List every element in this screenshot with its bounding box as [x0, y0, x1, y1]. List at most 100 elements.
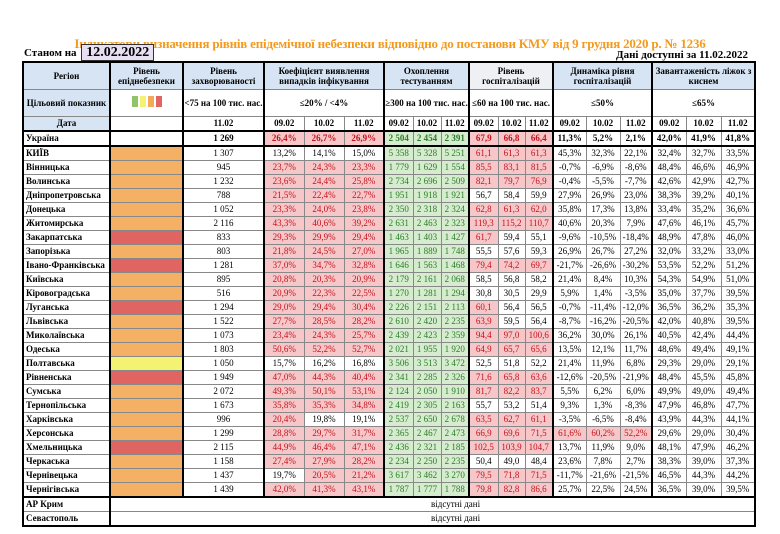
- hospitalization-value: 100,6: [524, 327, 554, 343]
- incidence-value: 1 803: [182, 341, 265, 357]
- detection-value: 28,8%: [263, 425, 305, 441]
- epi-level-indicator: [109, 453, 184, 469]
- hospitalization-value: 52,5: [468, 355, 499, 371]
- oxygen-beds-value: 40,5%: [651, 327, 687, 343]
- testing-value: 1 788: [440, 481, 470, 497]
- incidence-value: 1 949: [182, 369, 265, 385]
- hospitalization-value: 71,5: [524, 425, 554, 441]
- oxygen-beds-value: 47,9%: [685, 439, 722, 455]
- testing-value: 2 285: [412, 369, 442, 385]
- testing-value: 1 629: [412, 159, 442, 175]
- hosp-dynamics-value: 5,2%: [585, 130, 621, 146]
- hospitalization-value: 55,5: [468, 243, 499, 259]
- oxygen-beds-value: 36,5%: [651, 481, 687, 497]
- hospitalization-value: 56,5: [524, 299, 554, 315]
- incidence-value: 1 522: [182, 313, 265, 329]
- oxygen-beds-value: 49,4%: [720, 383, 756, 399]
- hosp-dynamics-value: 26,1%: [619, 327, 653, 343]
- hosp-dynamics-value: 21,4%: [552, 355, 587, 371]
- testing-value: 2 321: [412, 439, 442, 455]
- detection-value: 13,2%: [263, 145, 305, 161]
- detection-value: 26,9%: [343, 130, 385, 146]
- testing-value: 2 734: [383, 173, 414, 189]
- hosp-dynamics-value: 8,4%: [585, 271, 621, 287]
- incidence-value: 1 269: [182, 130, 265, 146]
- legend-swatch: [139, 96, 146, 107]
- testing-value: 5 358: [383, 145, 414, 161]
- hosp-dynamics-value: 23,0%: [619, 187, 653, 203]
- available-label: Дані доступні за: [616, 49, 697, 61]
- hosp-dynamics-value: 17,3%: [585, 201, 621, 217]
- detection-value: 23,8%: [343, 201, 385, 217]
- date-hospitalization-1: 09.02: [468, 115, 499, 131]
- date-detection-3: 11.02: [343, 115, 385, 131]
- region-name: Івано-Франківська: [22, 257, 111, 273]
- oxygen-beds-value: 46,2%: [720, 439, 756, 455]
- region-name: Хмельницька: [22, 439, 111, 455]
- table-row: Київська 895 20,8% 20,3% 20,9% 2 179 2 161 2 06…: [22, 271, 756, 287]
- hosp-dynamics-value: 45,3%: [552, 145, 587, 161]
- hosp-dynamics-value: -12,6%: [552, 369, 587, 385]
- oxygen-beds-value: 42,7%: [720, 173, 756, 189]
- oxygen-beds-value: 39,5%: [720, 313, 756, 329]
- hosp-dynamics-value: 30,0%: [585, 327, 621, 343]
- epi-level-indicator: [109, 215, 184, 231]
- hospitalization-value: 50,4: [468, 453, 499, 469]
- testing-value: 2 420: [412, 313, 442, 329]
- hospitalization-value: 61,3: [497, 145, 526, 161]
- hospitalization-value: 58,2: [524, 271, 554, 287]
- date-label: Дата: [22, 115, 111, 131]
- testing-value: 5 328: [412, 145, 442, 161]
- epi-level-indicator: [109, 327, 184, 343]
- testing-value: 2 305: [412, 397, 442, 413]
- date-testing-3: 11.02: [440, 115, 470, 131]
- hospitalization-value: 59,9: [524, 187, 554, 203]
- oxygen-beds-value: 48,4%: [651, 159, 687, 175]
- oxygen-beds-value: 47,6%: [651, 215, 687, 231]
- hosp-dynamics-value: 26,9%: [552, 243, 587, 259]
- hospitalization-value: 66,4: [524, 130, 554, 146]
- hosp-dynamics-value: 22,1%: [619, 145, 653, 161]
- oxygen-beds-value: 33,4%: [651, 201, 687, 217]
- target-label: Цільовий показник: [22, 88, 111, 117]
- table-row: Україна 1 269 26,4% 26,7% 26,9% 2 504 2 454 2 3…: [22, 130, 756, 146]
- oxygen-beds-value: 53,5%: [651, 257, 687, 273]
- testing-value: 2 678: [440, 411, 470, 427]
- epi-level-indicator: [109, 243, 184, 259]
- testing-value: 2 359: [440, 327, 470, 343]
- hospitalization-value: 49,0: [497, 453, 526, 469]
- hosp-dynamics-value: 21,4%: [552, 271, 587, 287]
- oxygen-beds-value: 36,6%: [720, 201, 756, 217]
- date-detection-2: 10.02: [303, 115, 345, 131]
- oxygen-beds-value: 29,0%: [685, 425, 722, 441]
- table-row: Житомирська 2 116 43,3% 40,6% 39,2% 2 631 2 46…: [22, 215, 756, 231]
- incidence-value: 833: [182, 229, 265, 245]
- testing-value: 2 341: [383, 369, 414, 385]
- date-incidence: 11.02: [182, 115, 265, 131]
- col-incidence: Рівень захворюваності: [182, 61, 265, 90]
- epi-level-indicator: [109, 257, 184, 273]
- oxygen-beds-value: 33,5%: [720, 145, 756, 161]
- oxygen-beds-value: 47,8%: [685, 229, 722, 245]
- detection-value: 20,9%: [343, 271, 385, 287]
- date-oxygen-beds-3: 11.02: [720, 115, 756, 131]
- oxygen-beds-value: 54,9%: [685, 271, 722, 287]
- hospitalization-value: 94,4: [468, 327, 499, 343]
- hosp-dynamics-value: -26,6%: [585, 257, 621, 273]
- detection-value: 20,8%: [263, 271, 305, 287]
- detection-value: 47,1%: [343, 439, 385, 455]
- testing-value: 1 777: [412, 481, 442, 497]
- hosp-dynamics-value: 25,7%: [552, 481, 587, 497]
- detection-value: 34,8%: [343, 397, 385, 413]
- detection-value: 20,3%: [303, 271, 345, 287]
- table-row: Вінницька 945 23,7% 24,3% 23,3% 1 779 1 629 1 5…: [22, 159, 756, 175]
- table-row: Івано-Франківська 1 281 37,0% 34,7% 32,8% 1 6…: [22, 257, 756, 273]
- hosp-dynamics-value: -5,5%: [585, 173, 621, 189]
- date-hospitalization-3: 11.02: [524, 115, 554, 131]
- oxygen-beds-value: 44,1%: [720, 411, 756, 427]
- hosp-dynamics-value: 13,8%: [619, 201, 653, 217]
- oxygen-beds-value: 29,0%: [685, 355, 722, 371]
- hospitalization-value: 56,7: [468, 187, 499, 203]
- col-hospitalization: Рівень госпіталізацій: [468, 61, 554, 90]
- detection-value: 15,0%: [343, 145, 385, 161]
